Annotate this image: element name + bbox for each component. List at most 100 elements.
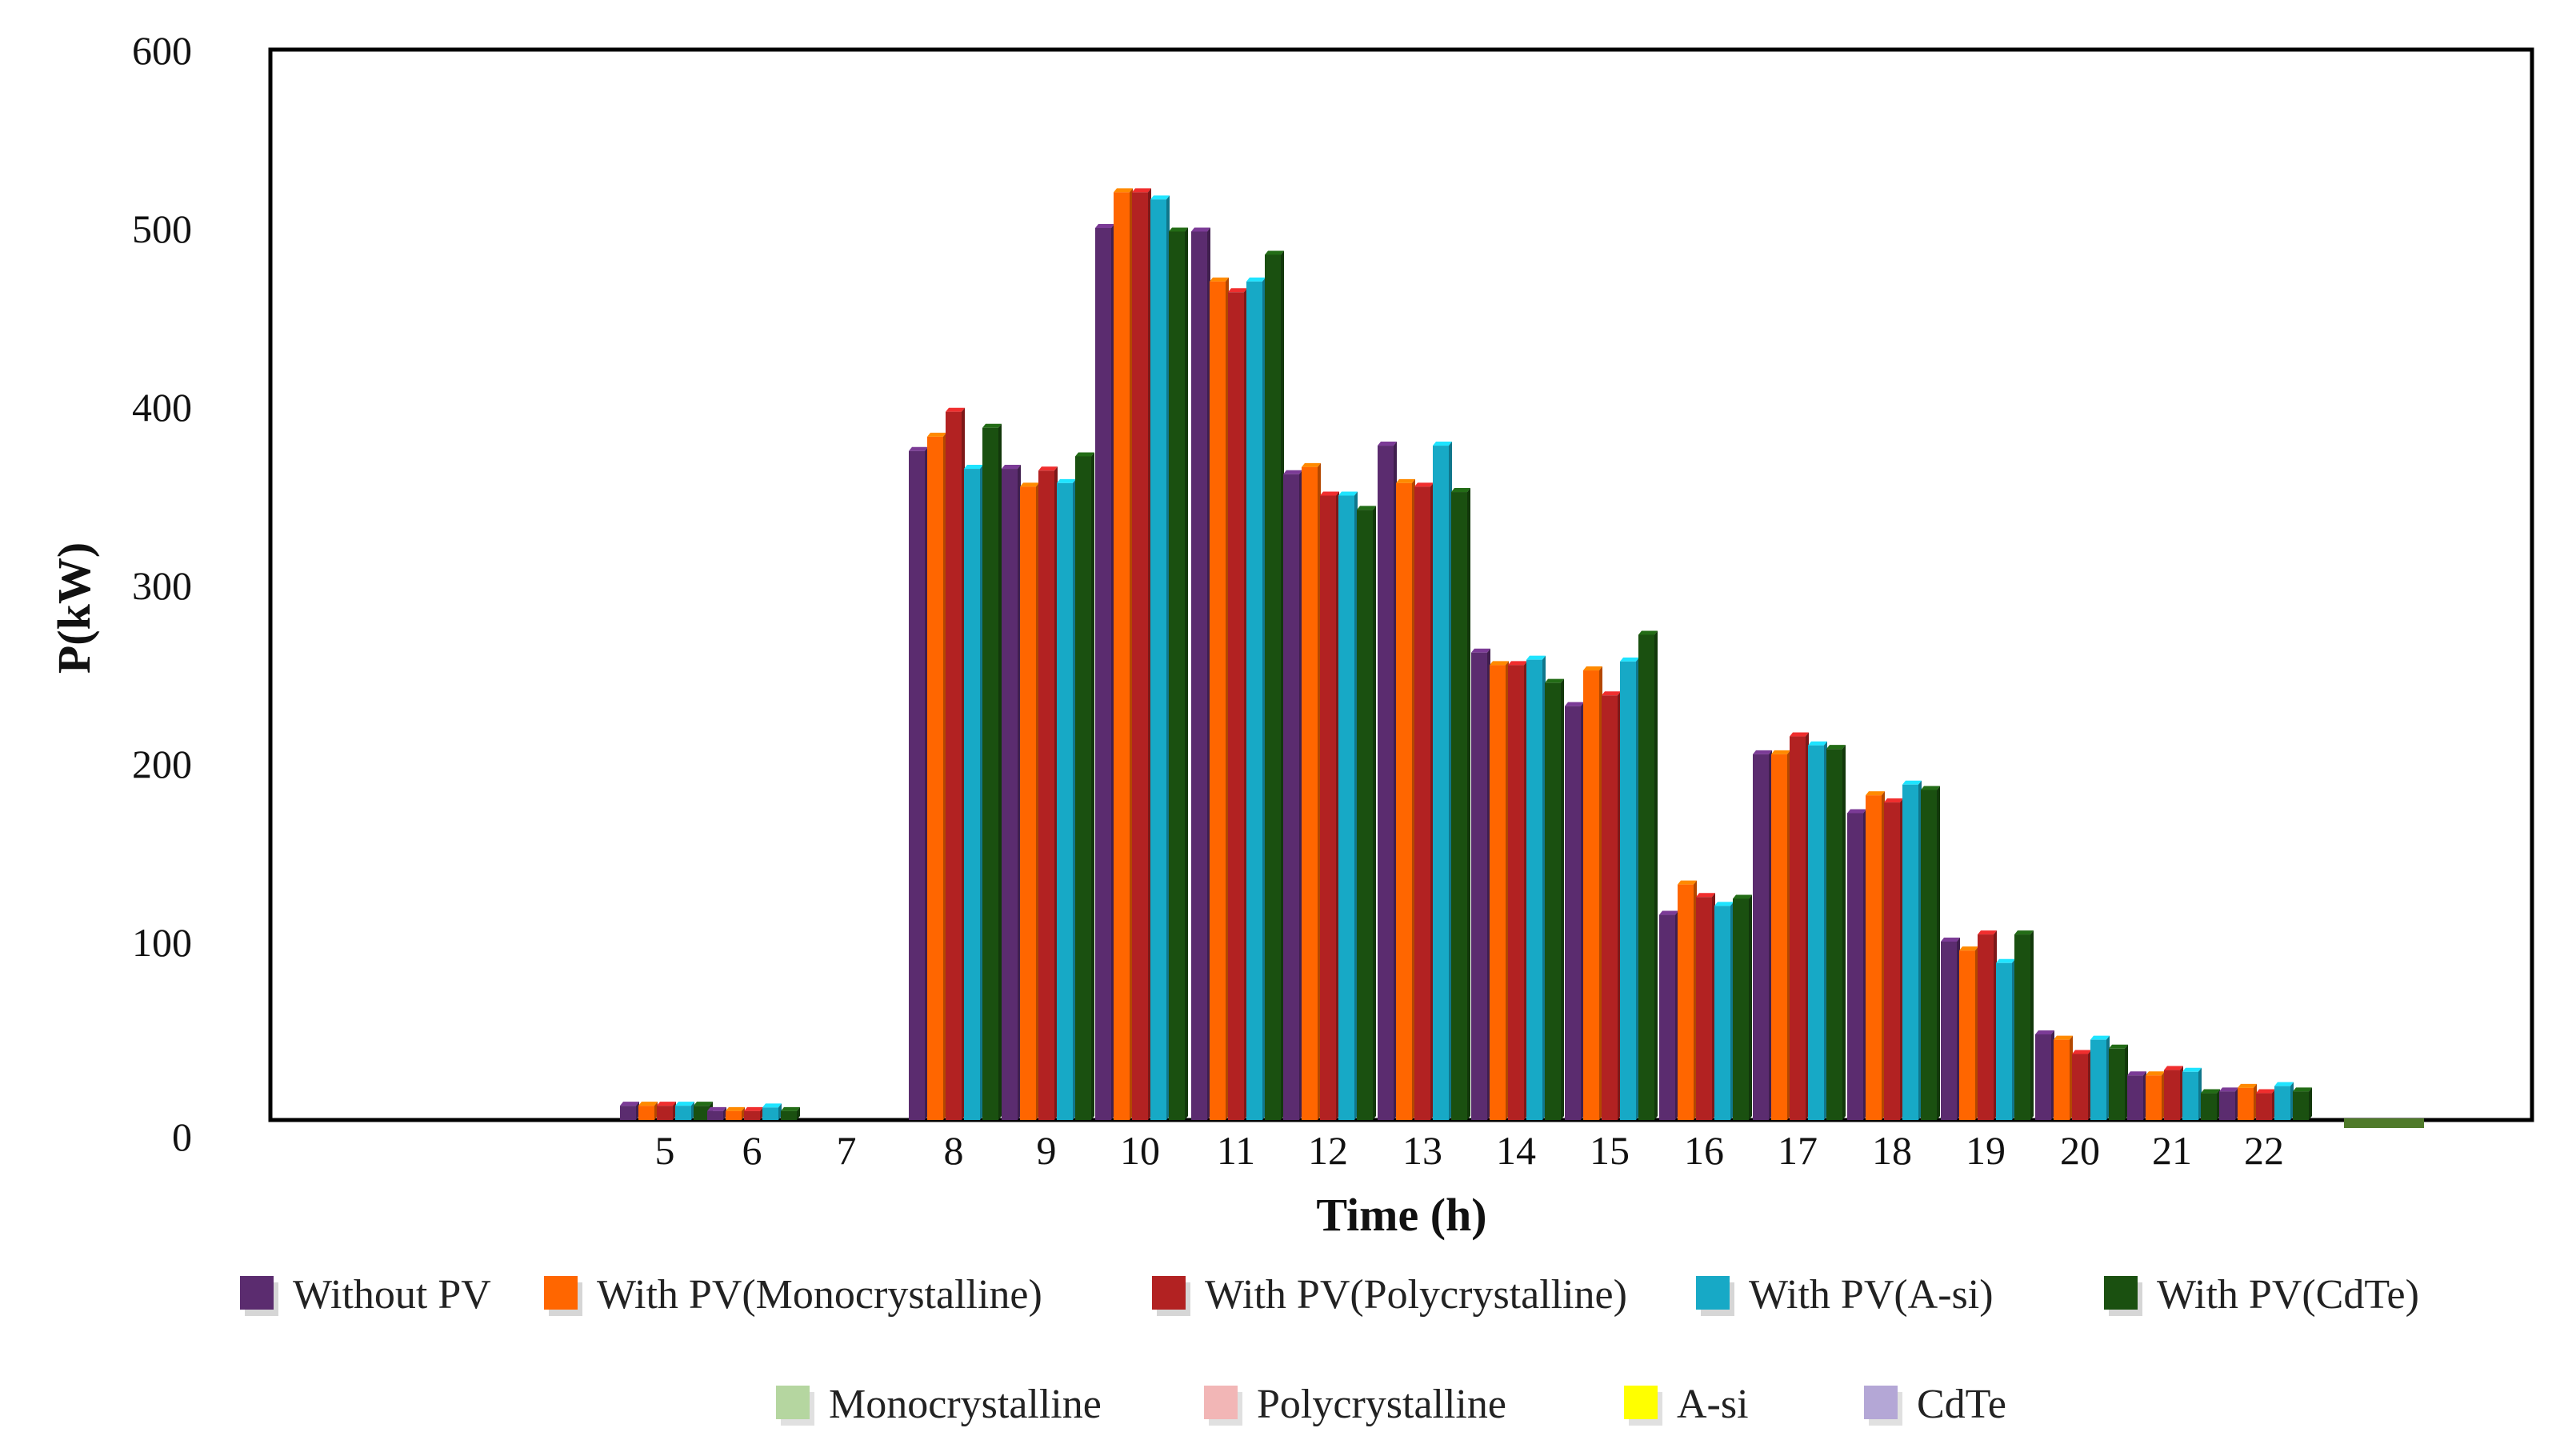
bar-side-face bbox=[1373, 506, 1376, 1120]
bar-top-face bbox=[1638, 630, 1658, 635]
legend-swatch bbox=[776, 1386, 810, 1419]
bar bbox=[620, 1106, 636, 1120]
legend-label: With PV(CdTe) bbox=[2157, 1272, 2419, 1318]
bar-top-face bbox=[744, 1106, 763, 1111]
bar-top-face bbox=[1565, 702, 1584, 706]
bar-top-face bbox=[1228, 288, 1247, 293]
bar bbox=[2054, 1039, 2070, 1120]
bar bbox=[1338, 495, 1354, 1120]
bar bbox=[1169, 231, 1185, 1121]
bar bbox=[2164, 1070, 2180, 1120]
bar-side-face bbox=[1467, 488, 1470, 1120]
bar bbox=[1114, 192, 1130, 1120]
bar bbox=[2127, 1075, 2143, 1120]
bar-top-face bbox=[1678, 880, 1697, 885]
x-tick-label: 17 bbox=[1778, 1128, 1818, 1173]
bar-side-face bbox=[1185, 227, 1188, 1121]
bar-top-face bbox=[964, 465, 983, 470]
bar bbox=[744, 1110, 760, 1120]
x-tick-label: 11 bbox=[1217, 1128, 1255, 1173]
bar-side-face bbox=[1561, 678, 1564, 1120]
bar-top-face bbox=[1191, 227, 1210, 232]
x-tick-label: 9 bbox=[1037, 1128, 1057, 1173]
bar-top-face bbox=[2072, 1050, 2091, 1054]
bar-top-face bbox=[2146, 1071, 2165, 1076]
bar bbox=[2201, 1093, 2217, 1120]
bar-top-face bbox=[2109, 1044, 2128, 1049]
bar-top-face bbox=[1320, 491, 1339, 496]
x-tick-label: 22 bbox=[2244, 1128, 2284, 1173]
bar-top-face bbox=[694, 1102, 713, 1106]
x-tick-label: 20 bbox=[2060, 1128, 2100, 1173]
bar bbox=[1808, 745, 1824, 1120]
bar bbox=[2109, 1048, 2125, 1120]
bar-top-face bbox=[762, 1103, 782, 1108]
bar bbox=[1753, 754, 1769, 1120]
bar-top-face bbox=[1057, 478, 1076, 483]
bar-top-face bbox=[1020, 482, 1039, 487]
bar bbox=[2182, 1071, 2198, 1120]
bar-top-face bbox=[1490, 661, 1509, 666]
bar-top-face bbox=[1714, 902, 1734, 906]
bar bbox=[1451, 492, 1467, 1120]
bar bbox=[1714, 906, 1730, 1120]
y-axis-ticks: 0 100 200 300 400 500 600 bbox=[132, 28, 192, 1159]
bar-top-face bbox=[2164, 1066, 2183, 1070]
bar-top-face bbox=[2182, 1067, 2202, 1072]
x-tick-label: 10 bbox=[1120, 1128, 1160, 1173]
bar bbox=[1620, 661, 1636, 1120]
bar-top-face bbox=[1265, 250, 1284, 255]
legend-label: With PV(A-si) bbox=[1749, 1272, 1994, 1318]
bar bbox=[1283, 474, 1299, 1120]
bar bbox=[1320, 495, 1336, 1120]
bar bbox=[2293, 1091, 2309, 1120]
x-tick-label: 14 bbox=[1496, 1128, 1536, 1173]
bar-top-face bbox=[1526, 655, 1546, 660]
bar bbox=[1733, 898, 1749, 1120]
bar-top-face bbox=[1902, 780, 1922, 785]
bar-side-face bbox=[1937, 786, 1940, 1120]
floor-base bbox=[2344, 1118, 2424, 1128]
bar-top-face bbox=[1302, 462, 1321, 467]
bar bbox=[657, 1106, 673, 1120]
bar-top-face bbox=[1996, 958, 2015, 963]
bar-top-face bbox=[1433, 442, 1452, 446]
bar bbox=[1414, 486, 1430, 1120]
x-axis-title: Time (h) bbox=[1316, 1189, 1486, 1241]
bar-side-face bbox=[1091, 452, 1094, 1120]
bar bbox=[1941, 942, 1957, 1120]
bar-top-face bbox=[927, 432, 946, 437]
bar bbox=[946, 411, 962, 1120]
x-tick-label: 16 bbox=[1684, 1128, 1724, 1173]
bar-top-face bbox=[1771, 750, 1790, 754]
bar-top-face bbox=[1338, 491, 1358, 496]
bar bbox=[2238, 1087, 2254, 1120]
bar bbox=[1678, 884, 1694, 1120]
bar-top-face bbox=[781, 1106, 800, 1111]
bar bbox=[1602, 695, 1618, 1120]
bar-top-face bbox=[1357, 506, 1376, 510]
bar bbox=[1302, 466, 1318, 1120]
bar-top-face bbox=[675, 1102, 694, 1106]
bar bbox=[1038, 470, 1054, 1120]
bar bbox=[1545, 682, 1561, 1120]
bar-top-face bbox=[1884, 798, 1903, 803]
bar-top-face bbox=[1150, 195, 1170, 200]
y-tick-label: 0 bbox=[172, 1114, 192, 1159]
bar-top-face bbox=[1095, 224, 1114, 228]
bar-top-face bbox=[2238, 1083, 2257, 1088]
y-tick-label: 500 bbox=[132, 206, 192, 251]
x-axis-ticks: 5 6 7 8 9 10 11 12 13 14 15 16 17 18 19 20 21 22 bbox=[655, 1128, 2285, 1173]
legend-label: CdTe bbox=[1917, 1382, 2006, 1427]
bar bbox=[1150, 199, 1166, 1120]
bar bbox=[1246, 281, 1262, 1120]
bar-top-face bbox=[1114, 188, 1133, 193]
bar-top-face bbox=[2293, 1087, 2312, 1092]
bar bbox=[1565, 706, 1581, 1120]
bar bbox=[1057, 482, 1073, 1120]
legend: Without PV With PV(Monocrystalline) With P… bbox=[240, 1272, 2419, 1427]
x-tick-label: 19 bbox=[1966, 1128, 2006, 1173]
bar bbox=[638, 1106, 654, 1120]
y-tick-label: 600 bbox=[132, 28, 192, 73]
legend-swatch bbox=[240, 1276, 274, 1310]
